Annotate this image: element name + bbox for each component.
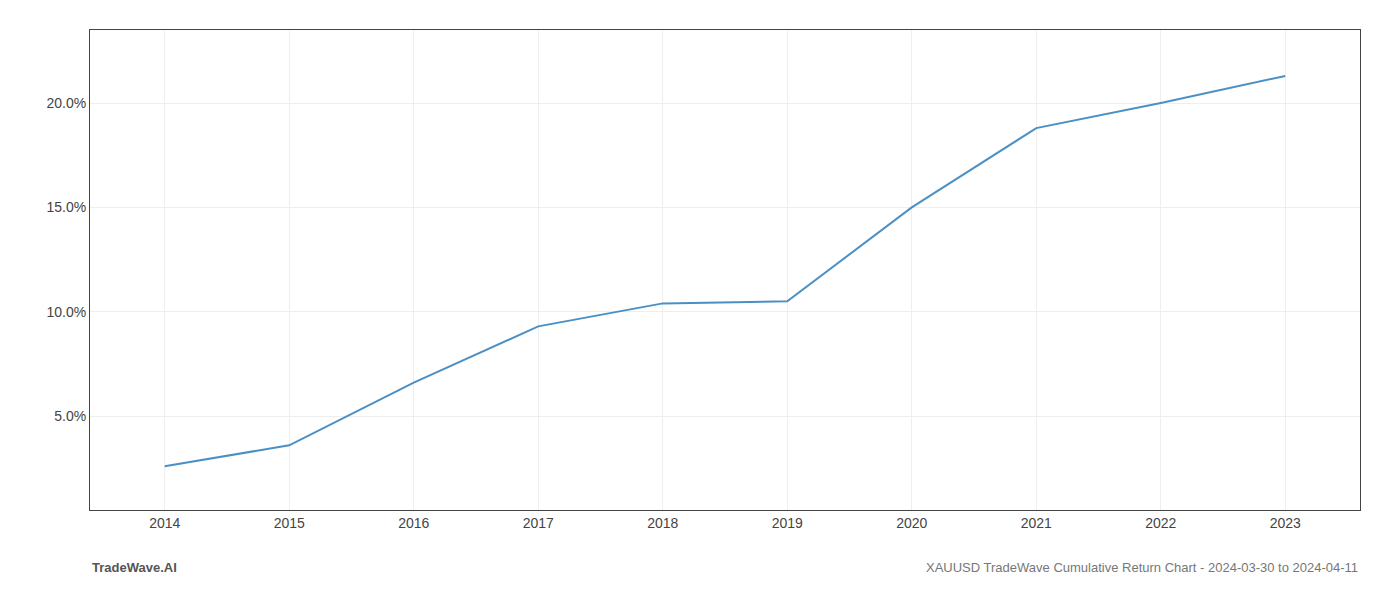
- svg-text:2021: 2021: [1021, 515, 1052, 531]
- svg-text:2017: 2017: [523, 515, 554, 531]
- svg-text:2020: 2020: [896, 515, 927, 531]
- svg-text:2016: 2016: [398, 515, 429, 531]
- svg-text:5.0%: 5.0%: [54, 408, 86, 424]
- svg-text:2019: 2019: [772, 515, 803, 531]
- svg-text:2014: 2014: [149, 515, 180, 531]
- svg-text:10.0%: 10.0%: [46, 304, 86, 320]
- svg-text:TradeWave.AI: TradeWave.AI: [92, 560, 177, 575]
- svg-text:2015: 2015: [274, 515, 305, 531]
- svg-text:2022: 2022: [1145, 515, 1176, 531]
- svg-text:2018: 2018: [647, 515, 678, 531]
- svg-text:15.0%: 15.0%: [46, 199, 86, 215]
- svg-text:XAUUSD TradeWave Cumulative Re: XAUUSD TradeWave Cumulative Return Chart…: [926, 560, 1358, 575]
- svg-text:20.0%: 20.0%: [46, 95, 86, 111]
- svg-text:2023: 2023: [1270, 515, 1301, 531]
